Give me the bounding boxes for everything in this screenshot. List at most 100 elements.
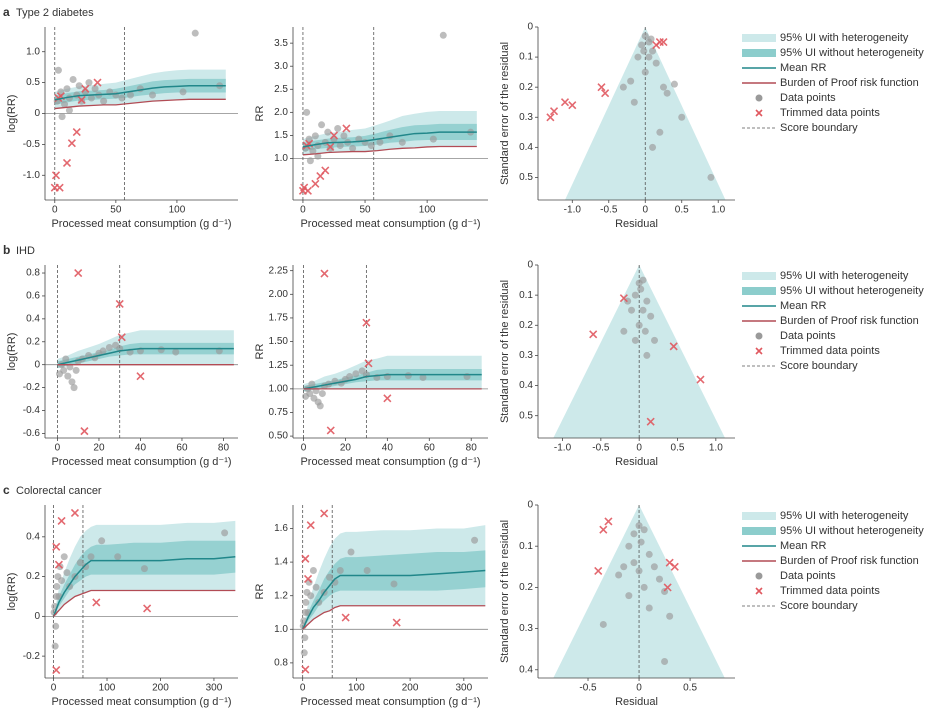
panel-title: IHD <box>16 245 35 257</box>
mean-rr-line <box>302 131 477 148</box>
y-tick-label: 0.4 <box>26 313 40 324</box>
x-tick-label: 50 <box>359 205 371 216</box>
y-axis-label: Standard error of the residual <box>499 280 511 423</box>
legend-label: Trimmed data points <box>780 585 880 597</box>
panel-curve: 1.0 1.5 2.0 2.5 3.0 3.5 0 50 100 Processed meat c… <box>254 27 488 230</box>
trimmed-point <box>320 509 329 518</box>
x-axis-label: Processed meat consumption (g d⁻¹) <box>300 218 480 230</box>
x-axis-label: Processed meat consumption (g d⁻¹) <box>51 218 231 230</box>
legend-label: Mean RR <box>780 62 827 74</box>
data-point <box>318 121 326 129</box>
y-tick-label: 0.2 <box>26 336 40 347</box>
data-point <box>336 567 344 575</box>
y-tick-label: 1.2 <box>274 590 288 601</box>
trimmed-point <box>55 183 64 192</box>
trimmed-point <box>54 560 63 569</box>
data-point <box>640 526 648 534</box>
data-point <box>652 59 660 67</box>
y-tick-label: 1.0 <box>26 46 40 57</box>
data-point <box>404 372 412 380</box>
data-point <box>127 91 135 99</box>
legend-label: Data points <box>780 330 836 342</box>
data-point <box>639 306 647 314</box>
data-point <box>136 85 144 93</box>
data-point <box>637 285 645 293</box>
trimmed-point <box>364 359 373 368</box>
data-point <box>54 66 62 74</box>
x-tick-label: -0.5 <box>592 443 610 454</box>
panel-curve: 0.8 1.0 1.2 1.4 1.6 0 100 200 300 Processed meat … <box>254 505 488 708</box>
data-point <box>114 553 122 561</box>
x-tick-label: 0 <box>55 443 61 454</box>
data-point <box>303 108 311 116</box>
data-point <box>625 542 633 550</box>
x-axis-label: Residual <box>615 456 658 468</box>
x-axis-label: Residual <box>615 218 658 230</box>
mean-rr-line <box>301 569 486 630</box>
x-tick-label: 0 <box>52 205 58 216</box>
data-point <box>172 348 180 356</box>
data-point <box>100 97 108 105</box>
y-tick-label: -0.2 <box>23 382 41 393</box>
legend-swatch <box>742 272 776 280</box>
trimmed-point <box>342 124 351 133</box>
legend-swatch <box>755 109 763 117</box>
data-point <box>645 604 653 612</box>
trimmed-point <box>136 372 145 381</box>
panel-curve: c Colorectal cancer -0.2 0 0.2 0.4 0 100 200 300 P… <box>3 483 238 708</box>
ui-band <box>302 550 486 630</box>
data-point <box>312 583 320 591</box>
data-point <box>309 147 317 155</box>
legend-label: 95% UI with heterogeneity <box>780 510 909 522</box>
legend-label: 95% UI without heterogeneity <box>780 525 924 537</box>
data-point <box>471 536 479 544</box>
trimmed-point <box>143 604 152 613</box>
data-point <box>311 132 319 140</box>
bop-line <box>302 145 477 156</box>
data-point <box>70 384 78 392</box>
y-tick-label: 0.4 <box>26 531 40 542</box>
data-point <box>58 113 66 121</box>
y-tick-label: 3.5 <box>274 38 288 49</box>
trimmed-point <box>92 598 101 607</box>
data-point <box>61 100 69 108</box>
data-point <box>634 53 642 61</box>
trimmed-point <box>57 516 66 525</box>
panel-title: Colorectal cancer <box>16 485 102 497</box>
panel-label: b <box>3 243 10 257</box>
data-point <box>625 592 633 600</box>
mean-rr-line <box>52 555 236 617</box>
trimmed-point <box>646 417 655 426</box>
y-tick-label: 0.4 <box>519 142 533 153</box>
data-point <box>620 327 628 335</box>
trimmed-point <box>321 166 330 175</box>
legend-label: Trimmed data points <box>780 107 880 119</box>
data-point <box>75 82 83 90</box>
panel-curve: a Type 2 diabetes -1.0 -0.5 0 0.5 1.0 0 50 100 Pro… <box>3 5 238 230</box>
data-point <box>99 347 107 355</box>
data-point <box>52 622 60 630</box>
y-tick-label: 0.4 <box>519 380 533 391</box>
mean-rr-line <box>303 373 482 390</box>
y-tick-label: 0.2 <box>26 571 40 582</box>
data-point <box>638 41 646 49</box>
data-point <box>324 128 332 136</box>
trimmed-point <box>303 186 312 195</box>
trimmed-point <box>326 142 335 152</box>
data-point <box>82 563 90 571</box>
x-tick-label: -1.0 <box>564 205 582 216</box>
data-point <box>87 553 95 561</box>
data-point <box>68 378 76 386</box>
legend-swatch <box>742 512 776 520</box>
x-tick-label: 100 <box>99 683 116 694</box>
legend-label: Burden of Proof risk function <box>780 555 919 567</box>
data-point <box>56 370 64 378</box>
data-point <box>98 537 106 545</box>
data-point <box>656 128 664 136</box>
data-point <box>85 79 93 87</box>
x-tick-label: 0.5 <box>671 443 685 454</box>
x-tick-label: 300 <box>206 683 223 694</box>
data-point <box>330 135 338 143</box>
panel-label: a <box>3 5 10 19</box>
